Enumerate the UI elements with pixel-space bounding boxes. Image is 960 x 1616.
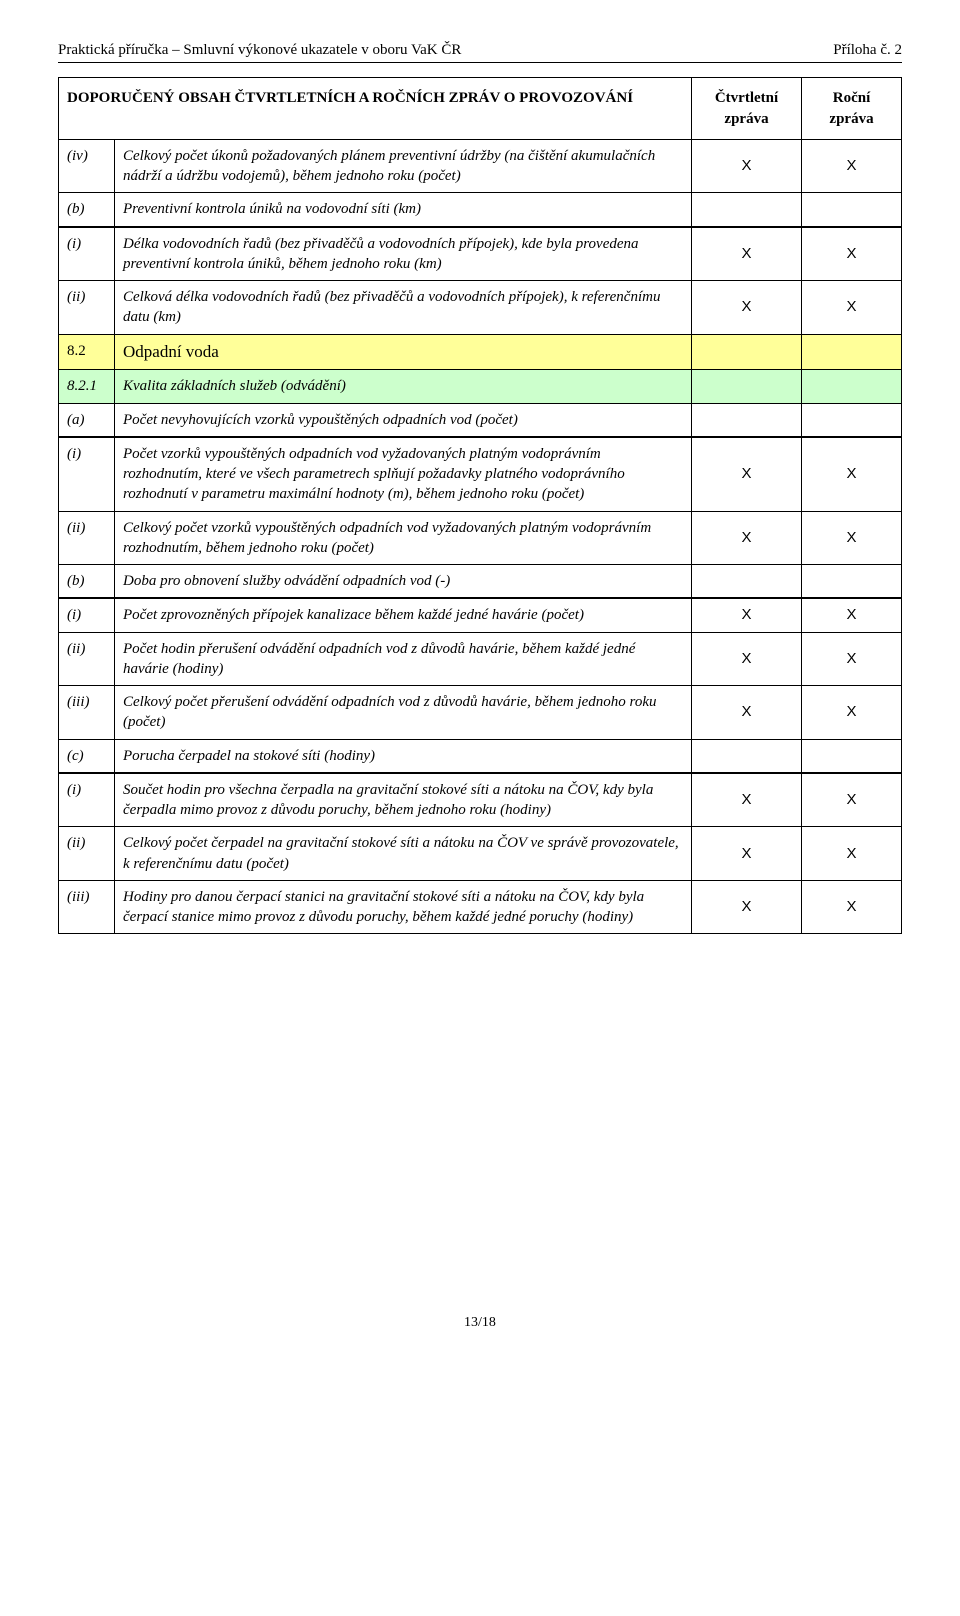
cell-yearly: X bbox=[802, 511, 902, 565]
cell-yearly: X bbox=[802, 827, 902, 881]
cell-quarterly: X bbox=[692, 227, 802, 281]
section-title: Odpadní voda bbox=[115, 334, 692, 370]
table-row: (iv)Celkový počet úkonů požadovaných plá… bbox=[59, 139, 902, 193]
row-description: Hodiny pro danou čerpací stanici na grav… bbox=[115, 880, 692, 934]
table-row: (iii)Hodiny pro danou čerpací stanici na… bbox=[59, 880, 902, 934]
column-header-quarterly: Čtvrtletní zpráva bbox=[692, 78, 802, 140]
report-table: DOPORUČENÝ OBSAH ČTVRTLETNÍCH A ROČNÍCH … bbox=[58, 77, 902, 934]
row-description: Celkový počet čerpadel na gravitační sto… bbox=[115, 827, 692, 881]
table-row: (ii)Celkový počet vzorků vypouštěných od… bbox=[59, 511, 902, 565]
subsection-title: Kvalita základních služeb (odvádění) bbox=[115, 370, 692, 403]
section-number: 8.2 bbox=[59, 334, 115, 370]
cell-quarterly bbox=[692, 565, 802, 599]
cell-quarterly bbox=[692, 739, 802, 773]
cell-yearly bbox=[802, 565, 902, 599]
cell-yearly: X bbox=[802, 437, 902, 511]
subsection-number: 8.2.1 bbox=[59, 370, 115, 403]
header-right: Příloha č. 2 bbox=[833, 40, 902, 60]
table-row: (b)Preventivní kontrola úniků na vodovod… bbox=[59, 193, 902, 227]
column-header-yearly: Roční zpráva bbox=[802, 78, 902, 140]
table-row: (ii)Celkový počet čerpadel na gravitační… bbox=[59, 827, 902, 881]
table-row: 8.2Odpadní voda bbox=[59, 334, 902, 370]
row-id: (iii) bbox=[59, 686, 115, 740]
cell-yearly: X bbox=[802, 598, 902, 632]
row-id: (ii) bbox=[59, 632, 115, 686]
row-id: (iii) bbox=[59, 880, 115, 934]
cell-quarterly: X bbox=[692, 686, 802, 740]
cell-yearly bbox=[802, 193, 902, 227]
cell-quarterly: X bbox=[692, 437, 802, 511]
row-description: Počet hodin přerušení odvádění odpadních… bbox=[115, 632, 692, 686]
cell-quarterly bbox=[692, 334, 802, 370]
table-row: (i)Počet zprovozněných přípojek kanaliza… bbox=[59, 598, 902, 632]
table-row: 8.2.1Kvalita základních služeb (odvádění… bbox=[59, 370, 902, 403]
cell-yearly: X bbox=[802, 773, 902, 827]
cell-quarterly: X bbox=[692, 632, 802, 686]
row-id: (i) bbox=[59, 227, 115, 281]
row-id: (iv) bbox=[59, 139, 115, 193]
row-id: (ii) bbox=[59, 827, 115, 881]
row-id: (i) bbox=[59, 598, 115, 632]
cell-yearly: X bbox=[802, 139, 902, 193]
cell-quarterly: X bbox=[692, 880, 802, 934]
cell-yearly: X bbox=[802, 632, 902, 686]
table-row: (i)Počet vzorků vypouštěných odpadních v… bbox=[59, 437, 902, 511]
row-description: Počet vzorků vypouštěných odpadních vod … bbox=[115, 437, 692, 511]
table-row: (c)Porucha čerpadel na stokové síti (hod… bbox=[59, 739, 902, 773]
table-row: (iii)Celkový počet přerušení odvádění od… bbox=[59, 686, 902, 740]
cell-quarterly: X bbox=[692, 773, 802, 827]
table-row: (i)Délka vodovodních řadů (bez přivaděčů… bbox=[59, 227, 902, 281]
cell-yearly: X bbox=[802, 686, 902, 740]
cell-yearly: X bbox=[802, 880, 902, 934]
cell-quarterly: X bbox=[692, 139, 802, 193]
row-description: Celkový počet vzorků vypouštěných odpadn… bbox=[115, 511, 692, 565]
cell-yearly bbox=[802, 334, 902, 370]
page-footer: 13/18 bbox=[58, 1314, 902, 1333]
cell-yearly bbox=[802, 739, 902, 773]
row-id: (c) bbox=[59, 739, 115, 773]
cell-quarterly: X bbox=[692, 511, 802, 565]
row-description: Délka vodovodních řadů (bez přivaděčů a … bbox=[115, 227, 692, 281]
row-description: Porucha čerpadel na stokové síti (hodiny… bbox=[115, 739, 692, 773]
row-description: Počet zprovozněných přípojek kanalizace … bbox=[115, 598, 692, 632]
row-id: (ii) bbox=[59, 281, 115, 335]
row-description: Preventivní kontrola úniků na vodovodní … bbox=[115, 193, 692, 227]
cell-quarterly bbox=[692, 370, 802, 403]
row-id: (i) bbox=[59, 773, 115, 827]
table-row: (b)Doba pro obnovení služby odvádění odp… bbox=[59, 565, 902, 599]
table-title: DOPORUČENÝ OBSAH ČTVRTLETNÍCH A ROČNÍCH … bbox=[59, 78, 692, 140]
cell-quarterly: X bbox=[692, 827, 802, 881]
cell-yearly: X bbox=[802, 281, 902, 335]
page-number: 13/18 bbox=[464, 1315, 496, 1330]
row-id: (ii) bbox=[59, 511, 115, 565]
cell-yearly: X bbox=[802, 227, 902, 281]
header-left: Praktická příručka – Smluvní výkonové uk… bbox=[58, 40, 461, 60]
cell-yearly bbox=[802, 370, 902, 403]
row-description: Doba pro obnovení služby odvádění odpadn… bbox=[115, 565, 692, 599]
table-row: (i)Součet hodin pro všechna čerpadla na … bbox=[59, 773, 902, 827]
row-id: (a) bbox=[59, 403, 115, 437]
cell-quarterly: X bbox=[692, 598, 802, 632]
table-row: (ii)Počet hodin přerušení odvádění odpad… bbox=[59, 632, 902, 686]
cell-quarterly: X bbox=[692, 281, 802, 335]
cell-quarterly bbox=[692, 193, 802, 227]
row-description: Celkový počet úkonů požadovaných plánem … bbox=[115, 139, 692, 193]
row-description: Počet nevyhovujících vzorků vypouštěných… bbox=[115, 403, 692, 437]
table-row: (a)Počet nevyhovujících vzorků vypouštěn… bbox=[59, 403, 902, 437]
row-description: Celkový počet přerušení odvádění odpadní… bbox=[115, 686, 692, 740]
table-title-row: DOPORUČENÝ OBSAH ČTVRTLETNÍCH A ROČNÍCH … bbox=[59, 78, 902, 140]
page-header: Praktická příručka – Smluvní výkonové uk… bbox=[58, 40, 902, 63]
cell-yearly bbox=[802, 403, 902, 437]
row-id: (b) bbox=[59, 565, 115, 599]
row-description: Součet hodin pro všechna čerpadla na gra… bbox=[115, 773, 692, 827]
row-id: (i) bbox=[59, 437, 115, 511]
table-row: (ii)Celková délka vodovodních řadů (bez … bbox=[59, 281, 902, 335]
row-description: Celková délka vodovodních řadů (bez přiv… bbox=[115, 281, 692, 335]
row-id: (b) bbox=[59, 193, 115, 227]
cell-quarterly bbox=[692, 403, 802, 437]
